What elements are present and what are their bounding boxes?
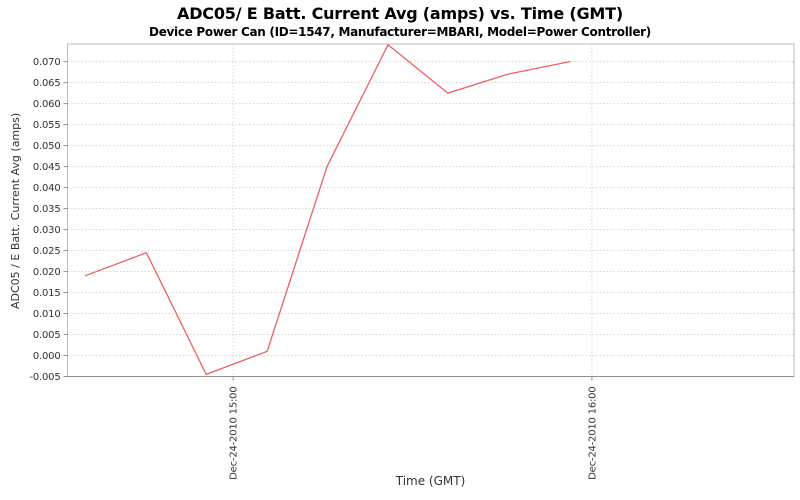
x-tick-label: Dec-24-2010 15:00: [229, 387, 240, 480]
y-axis-title: ADC05 / E Batt. Current Avg (amps): [9, 112, 22, 309]
y-tick-labels: -0.005 0.000 0.005 0.010 0.015 0.020 0.025 0.03…: [29, 57, 60, 383]
chart-title: ADC05/ E Batt. Current Avg (amps) vs. Ti…: [177, 4, 623, 23]
y-tick-label: 0.065: [33, 78, 61, 89]
y-tick-label: 0.035: [33, 204, 61, 215]
plot-outline: [67, 43, 795, 377]
gridlines: [67, 44, 794, 377]
series-line: [84, 44, 571, 376]
y-tick-label: 0.020: [33, 267, 61, 278]
x-tick-labels: Dec-24-2010 15:00 Dec-24-2010 16:00: [229, 387, 599, 480]
y-tick-label: 0.030: [33, 225, 61, 236]
axis-tick-marks: [63, 61, 593, 381]
y-tick-label: 0.060: [33, 99, 61, 110]
y-tick-label: 0.050: [33, 141, 61, 152]
y-tick-label: 0.000: [33, 351, 61, 362]
y-tick-label: -0.005: [29, 372, 60, 383]
y-tick-label: 0.040: [33, 183, 61, 194]
x-axis-title: Time (GMT): [395, 474, 466, 488]
y-tick-label: 0.010: [33, 309, 61, 320]
chart-subtitle: Device Power Can (ID=1547, Manufacturer=…: [149, 25, 651, 39]
y-tick-label: 0.025: [33, 246, 61, 257]
x-tick-label: Dec-24-2010 16:00: [587, 387, 598, 480]
y-tick-label: 0.055: [33, 120, 61, 131]
y-tick-label: 0.045: [33, 162, 61, 173]
data-line: [84, 44, 571, 376]
y-tick-label: 0.070: [33, 57, 61, 68]
y-tick-label: 0.015: [33, 288, 61, 299]
plot-border: [67, 43, 795, 377]
y-tick-label: 0.005: [33, 330, 61, 341]
